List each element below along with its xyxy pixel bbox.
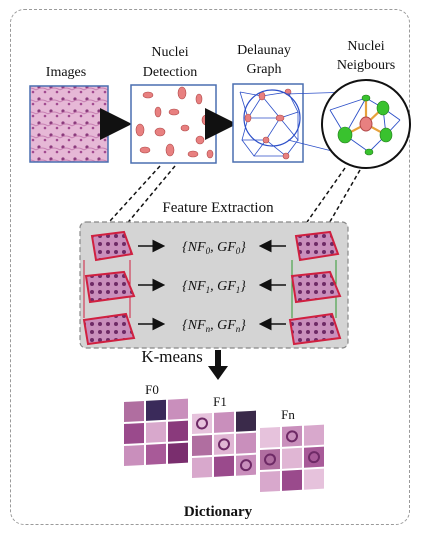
label-nuclei-detection-1: Nuclei [151, 45, 188, 60]
patch-level-0-right [296, 232, 338, 260]
dictionary-group-f0 [124, 399, 188, 466]
label-nuclei-detection-2: Detection [143, 65, 197, 80]
patch-level-1-left [86, 272, 134, 302]
kmeans-label: K-means [141, 347, 202, 366]
image-tile [30, 86, 108, 162]
delaunay-graph-tile [233, 84, 303, 162]
kmeans-arrow-head [208, 366, 228, 380]
dictionary-group-f1-label: F1 [213, 394, 227, 409]
feature-extraction-title: Feature Extraction [162, 200, 274, 216]
dictionary-group-f0-label: F0 [145, 382, 159, 397]
label-neighbours-1: Nuclei [347, 39, 384, 54]
dictionary-group-f1 [192, 411, 256, 480]
patch-level-n-left [84, 314, 134, 344]
neighbours-circle [322, 80, 410, 168]
label-delaunay-2: Graph [247, 62, 282, 77]
label-images: Images [46, 65, 86, 80]
dictionary-group-fn [260, 425, 324, 494]
right-patch-pyramid [290, 232, 340, 344]
label-neighbours-2: Neigbours [337, 58, 395, 73]
center-nucleus [360, 117, 372, 131]
dictionary-title: Dictionary [184, 504, 253, 520]
label-delaunay-1: Delaunay [237, 43, 291, 58]
patch-level-n-right [290, 314, 340, 344]
dictionary-group-fn-label: Fn [281, 407, 295, 422]
patch-level-1-right [292, 272, 340, 302]
patch-level-0-left [92, 232, 132, 260]
nuclei-detection-tile [131, 85, 216, 163]
